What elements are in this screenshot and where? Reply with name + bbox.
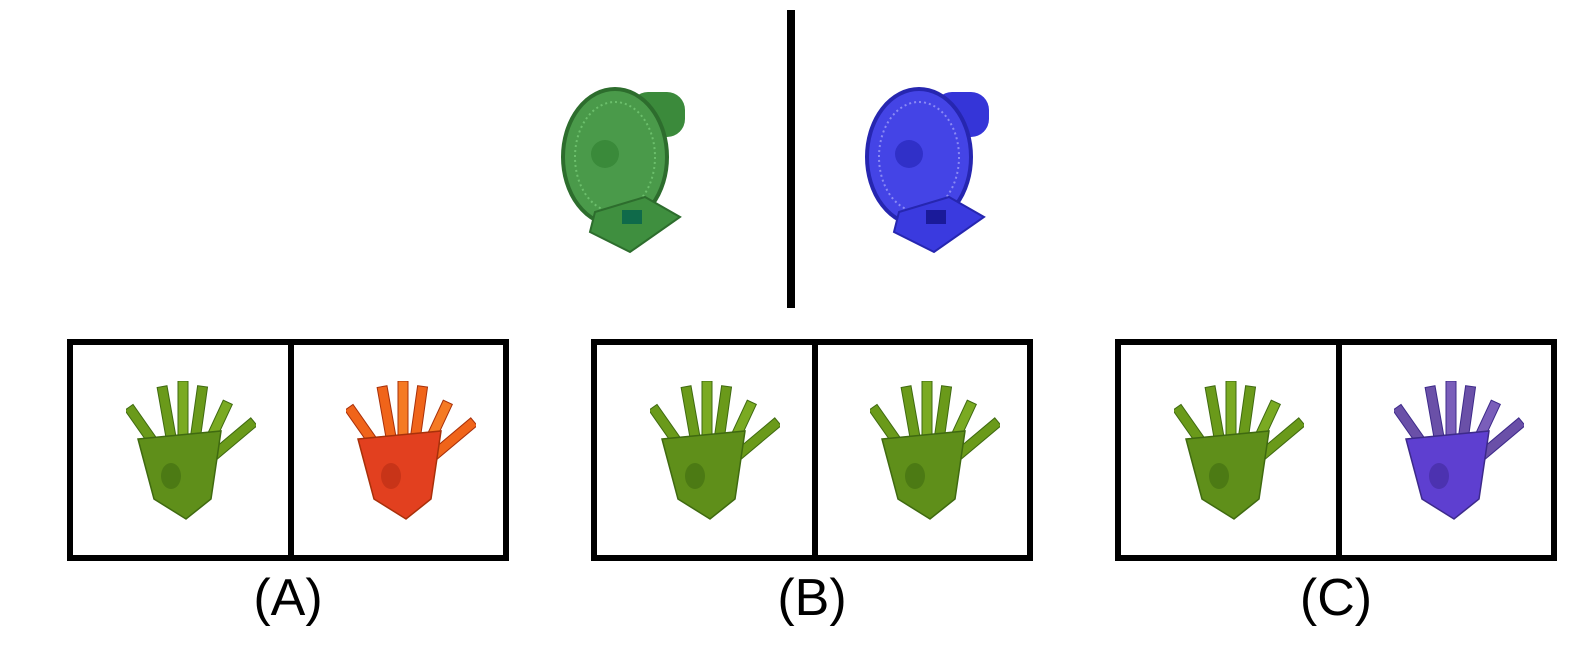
option-a-box[interactable] (67, 339, 509, 561)
fries-icon (1174, 381, 1304, 520)
option-divider (288, 345, 294, 555)
option-divider (1336, 345, 1342, 555)
fries-icon (1394, 381, 1524, 520)
option-divider (812, 345, 818, 555)
option-b-box[interactable] (591, 339, 1033, 561)
fries-icon (126, 381, 256, 520)
option-b-label: (B) (777, 569, 847, 627)
fries-icon (650, 381, 780, 520)
option-c-label: (C) (1299, 569, 1373, 627)
option-c-box[interactable] (1115, 339, 1557, 561)
divider (787, 10, 795, 308)
option-a-label: (A) (253, 569, 323, 627)
fan-icon (561, 87, 685, 254)
fries-icon (346, 381, 476, 520)
fan-icon (865, 87, 989, 254)
fries-icon (870, 381, 1000, 520)
